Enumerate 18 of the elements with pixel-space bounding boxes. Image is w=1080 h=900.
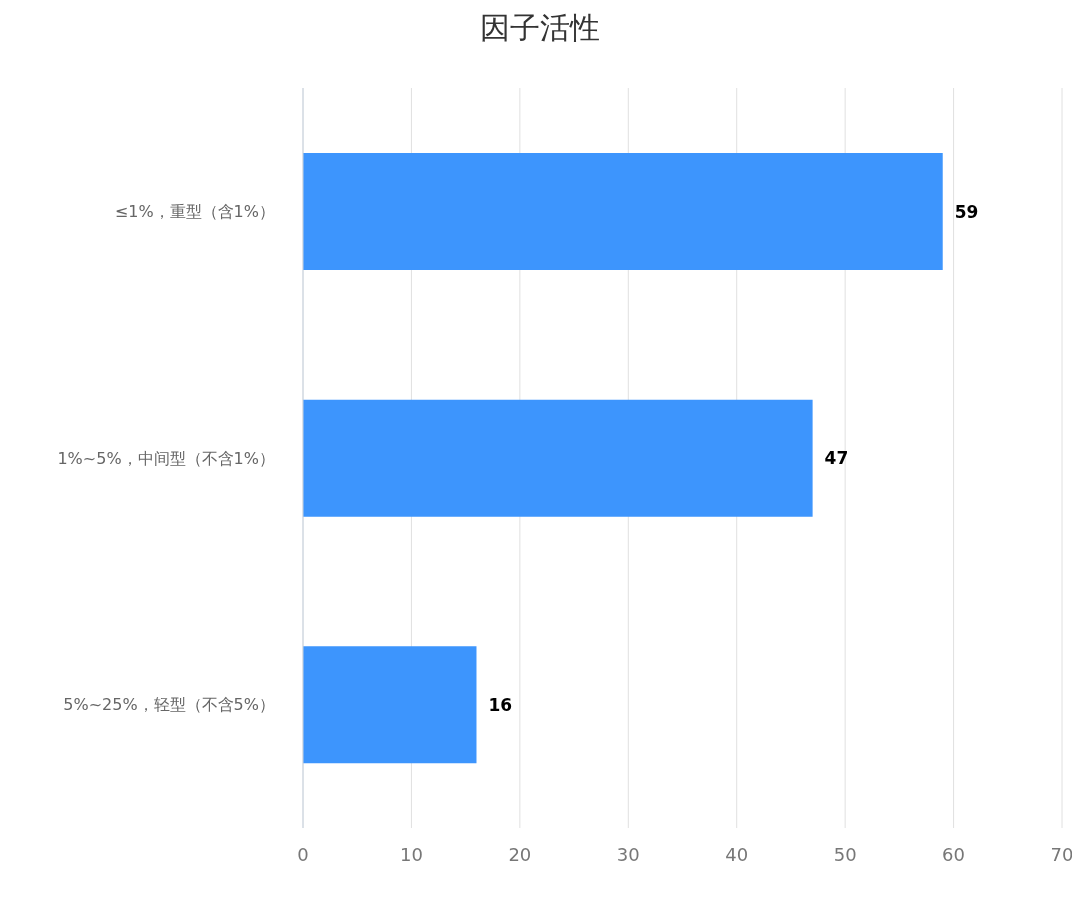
data-label: 59: [954, 201, 979, 222]
chart-title: 因子活性: [479, 9, 601, 47]
y-tick-label: 1%~5%，中间型（不含1%）: [57, 448, 275, 468]
x-tick-label: 60: [942, 843, 966, 865]
data-label: 16: [488, 694, 513, 715]
bar: [303, 153, 943, 270]
x-tick-label: 40: [725, 843, 749, 865]
bar: [303, 646, 477, 764]
x-tick-label: 20: [508, 843, 532, 865]
y-tick-label: ≤1%，重型（含1%）: [114, 202, 275, 222]
x-tick-label: 10: [399, 843, 423, 865]
x-tick-label: 0: [297, 843, 309, 865]
bar: [303, 399, 813, 517]
data-label: 47: [824, 448, 849, 469]
y-tick-label: 5%~25%，轻型（不含5%）: [63, 695, 275, 715]
x-tick-label: 30: [616, 843, 640, 865]
x-tick-label: 70: [1050, 843, 1074, 865]
x-tick-label: 50: [833, 843, 857, 865]
